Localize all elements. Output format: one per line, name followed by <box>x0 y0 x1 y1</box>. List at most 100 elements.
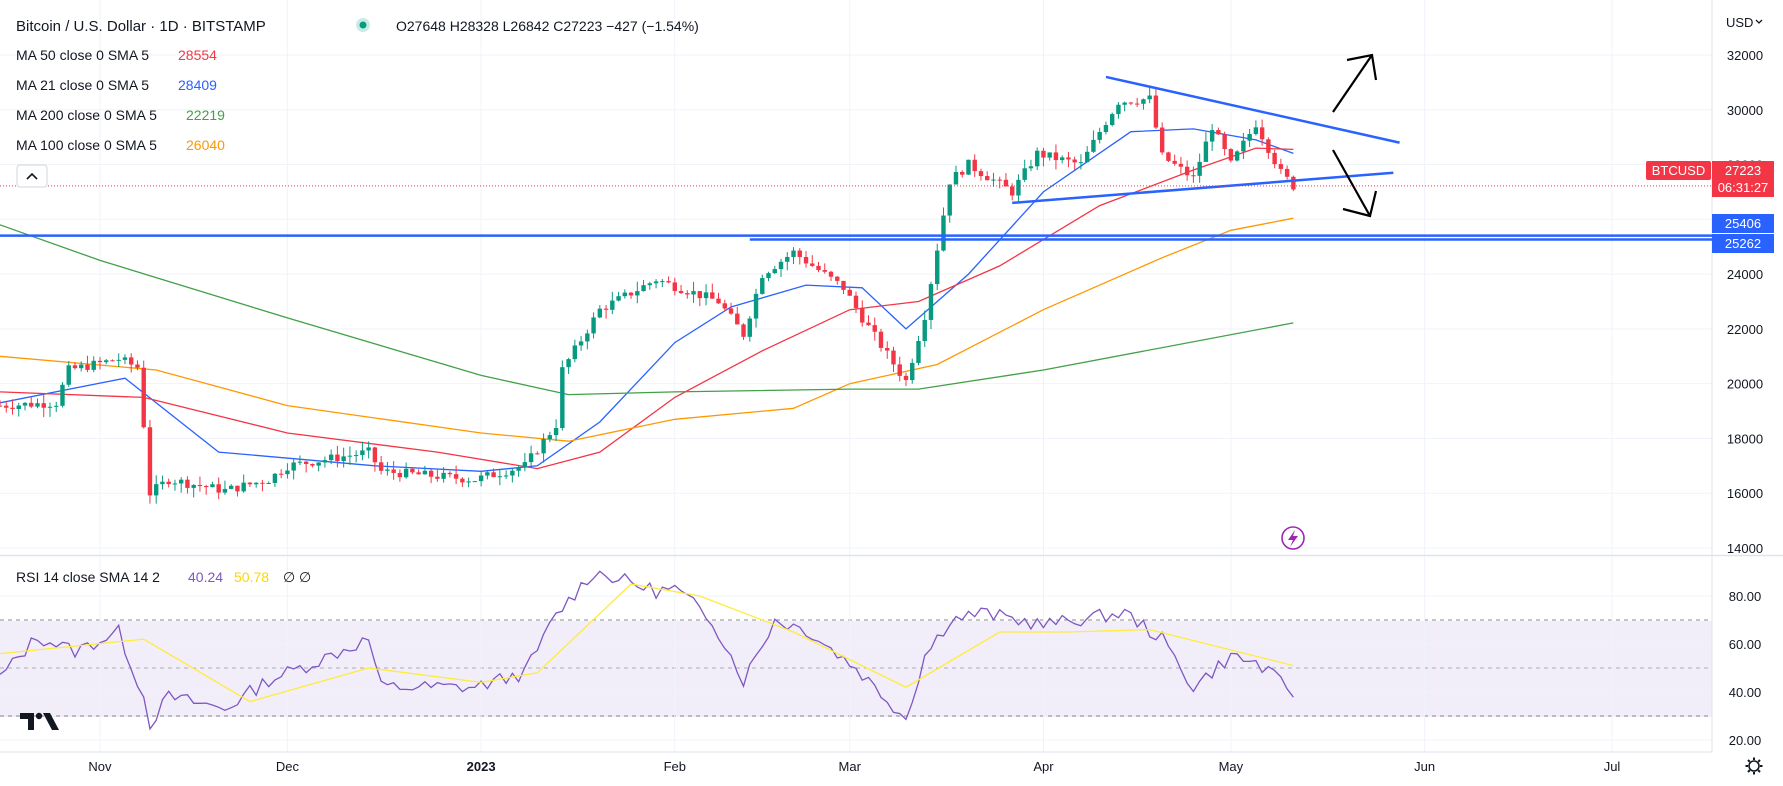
candle-body <box>985 176 990 181</box>
candle <box>253 482 259 488</box>
indicator-label-ma100[interactable]: MA 100 close 0 SMA 5 <box>16 137 157 153</box>
candle-body <box>478 475 484 482</box>
candle-body <box>1059 157 1065 161</box>
candle <box>1066 152 1071 168</box>
candle-body <box>1003 179 1009 187</box>
candle-body <box>535 453 540 455</box>
collapse-legend-button[interactable] <box>16 164 48 188</box>
time-tick-label: Mar <box>839 759 862 774</box>
candle <box>385 461 390 476</box>
candle-body <box>1028 166 1034 169</box>
rsi-legend[interactable]: RSI 14 close SMA 14 2 40.24 50.78 ∅ ∅ <box>16 569 311 585</box>
currency-label[interactable]: USD <box>1726 15 1753 30</box>
candle-body <box>1034 150 1040 167</box>
indicator-legend[interactable]: MA 50 close 0 SMA 5 28554 MA 21 close 0 … <box>16 47 225 153</box>
candle <box>835 276 840 285</box>
arrow-down-drawing[interactable] <box>1332 149 1378 218</box>
candle-body <box>1097 131 1102 140</box>
arrow-up-drawing[interactable] <box>1332 53 1378 113</box>
settings-gear-icon[interactable] <box>1745 757 1763 775</box>
candle-body <box>1216 130 1221 135</box>
tradingview-logo-icon[interactable] <box>20 712 59 730</box>
candle-body <box>197 484 203 487</box>
drawings[interactable] <box>0 75 1712 241</box>
currency-button[interactable]: USD <box>1726 15 1763 30</box>
candle-body <box>822 270 827 272</box>
candle <box>660 279 665 288</box>
candle-body <box>1109 114 1115 126</box>
candle-body <box>1172 160 1177 164</box>
candle-body <box>1259 127 1265 140</box>
candle <box>1003 173 1009 187</box>
candle <box>122 354 128 365</box>
candle-body <box>291 462 296 471</box>
candle <box>16 402 21 417</box>
level-value-upper: 25406 <box>1725 216 1761 231</box>
rsi-label[interactable]: RSI 14 close SMA 14 2 <box>16 569 160 585</box>
rsi-axis[interactable]: 80.00 60.00 40.00 20.00 <box>1729 589 1762 748</box>
candle <box>1116 102 1121 119</box>
candle-body <box>903 375 909 381</box>
symbol-title[interactable]: Bitcoin / U.S. Dollar · 1D · BITSTAMP <box>16 18 266 35</box>
candle-body <box>1203 141 1209 162</box>
candle-body <box>141 367 146 428</box>
candle <box>391 460 396 480</box>
candle <box>585 329 590 350</box>
candle <box>728 302 734 316</box>
candle-body <box>1272 152 1277 165</box>
candle <box>935 243 940 291</box>
candle <box>1078 154 1084 170</box>
candle-body <box>66 365 71 385</box>
candle-body <box>22 402 28 406</box>
indicator-label-ma50[interactable]: MA 50 close 0 SMA 5 <box>16 47 149 63</box>
candle <box>1047 152 1052 161</box>
time-tick-label: Dec <box>276 759 300 774</box>
candle <box>666 276 671 284</box>
candle <box>147 419 153 504</box>
candle <box>1222 131 1227 156</box>
lightning-icon[interactable] <box>1281 526 1305 550</box>
candle-body <box>166 481 171 485</box>
candle <box>1291 175 1296 192</box>
candle-body <box>741 324 746 337</box>
lower-trendline <box>1012 171 1394 205</box>
candle <box>422 465 428 475</box>
candle-body <box>129 357 134 365</box>
rsi-extra-1: ∅ <box>283 569 295 585</box>
candle <box>1197 153 1202 183</box>
rsi-tick-label: 60.00 <box>1729 637 1762 652</box>
candle-body <box>678 290 684 294</box>
candle-body <box>347 455 353 457</box>
candle-body <box>810 263 815 266</box>
time-tick-label: May <box>1219 759 1244 774</box>
candle-body <box>828 271 834 277</box>
candle <box>960 170 965 178</box>
candle-body <box>1047 152 1052 158</box>
candle <box>441 467 446 483</box>
candle <box>297 455 303 466</box>
time-axis[interactable]: Nov Dec 2023 Feb Mar Apr May Jun Jul <box>88 759 1620 774</box>
indicator-label-ma200[interactable]: MA 200 close 0 SMA 5 <box>16 107 157 123</box>
candle <box>310 463 315 468</box>
candle <box>891 346 896 372</box>
candle <box>285 463 290 479</box>
level-tag-lower: 25262 <box>1712 234 1774 253</box>
candle-body <box>1091 139 1096 152</box>
candle-body <box>978 171 984 177</box>
candle-body <box>60 384 65 406</box>
indicator-label-ma21[interactable]: MA 21 close 0 SMA 5 <box>16 77 149 93</box>
candle <box>1153 89 1159 129</box>
candle <box>1209 123 1215 151</box>
candle-body <box>691 291 696 295</box>
candle-body <box>628 292 634 296</box>
gear-tooth <box>1747 769 1751 773</box>
candle <box>1097 127 1102 144</box>
candle-body <box>1066 157 1071 160</box>
candle <box>1141 98 1146 110</box>
candle-body <box>335 454 340 462</box>
candle <box>72 362 78 370</box>
last-price-value: 27223 <box>1725 163 1761 178</box>
candle <box>1041 147 1046 167</box>
candle <box>397 469 403 482</box>
